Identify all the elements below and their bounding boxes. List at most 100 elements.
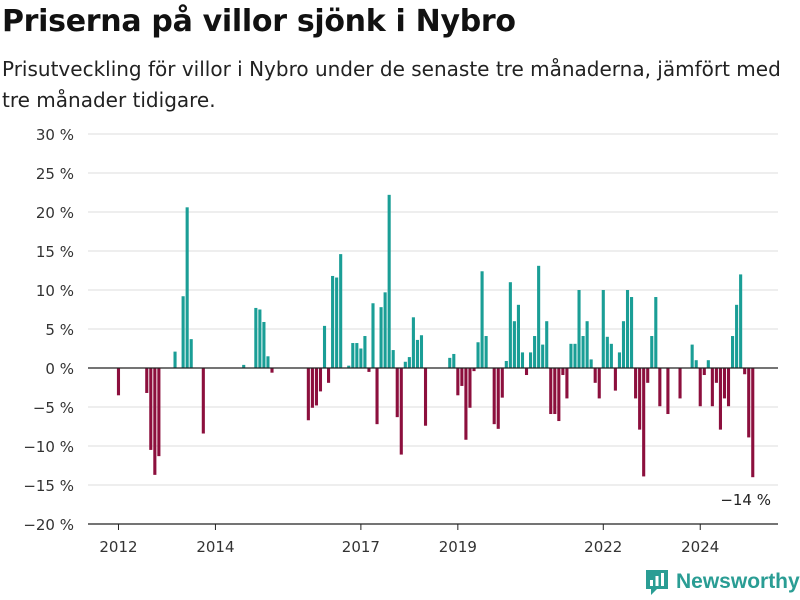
bar xyxy=(747,368,751,438)
bar xyxy=(423,368,428,426)
bar xyxy=(484,336,488,368)
bar xyxy=(642,368,646,477)
bar xyxy=(537,265,541,368)
bar xyxy=(585,321,589,368)
bar xyxy=(529,352,533,368)
bar xyxy=(545,321,549,368)
bar xyxy=(496,368,500,429)
bar xyxy=(609,343,613,368)
bar xyxy=(533,336,537,368)
x-axis-tick-labels: 2012 2014 2017 2019 2022 2024 xyxy=(99,524,719,556)
bar xyxy=(351,343,355,368)
bar xyxy=(625,290,630,368)
bar xyxy=(646,368,650,383)
bar xyxy=(630,297,634,368)
chart-subtitle: Prisutveckling för villor i Nybro under … xyxy=(2,57,781,112)
bar xyxy=(262,321,266,368)
bar xyxy=(339,254,343,368)
y-tick-label: 30 % xyxy=(36,126,74,144)
bar xyxy=(524,368,529,376)
bar xyxy=(145,368,149,393)
bar xyxy=(403,361,407,368)
bar xyxy=(242,364,246,368)
bar xyxy=(731,336,735,368)
bar xyxy=(157,368,161,457)
x-tick-label: 2012 xyxy=(99,538,137,556)
x-tick-label: 2017 xyxy=(342,538,380,556)
bar xyxy=(654,297,658,368)
bar xyxy=(739,274,743,368)
y-axis-tick-labels: 30 % 25 % 20 % 15 % 10 % 5 % 0 % −5 % −10 % −15 %… xyxy=(23,126,74,534)
bar xyxy=(395,368,399,418)
bar xyxy=(407,357,411,368)
bar xyxy=(613,368,617,391)
bar xyxy=(153,368,157,475)
y-tick-label: −10 % xyxy=(23,438,74,456)
bar xyxy=(464,368,468,440)
bar xyxy=(605,336,609,368)
bar xyxy=(476,342,480,368)
bar xyxy=(638,368,642,430)
bar xyxy=(577,290,581,368)
y-tick-label: −20 % xyxy=(23,516,74,534)
bar xyxy=(512,321,516,368)
bar xyxy=(601,290,605,368)
bar xyxy=(448,357,452,368)
bar xyxy=(419,335,424,368)
bar xyxy=(694,360,698,368)
last-value-annotation: −14 % xyxy=(720,491,771,509)
bar xyxy=(379,307,383,368)
bar xyxy=(201,368,205,434)
bar xyxy=(318,368,323,392)
bar xyxy=(690,344,694,368)
bar xyxy=(714,368,718,383)
y-tick-label: 15 % xyxy=(36,243,74,261)
bar xyxy=(266,356,270,368)
bar xyxy=(593,368,597,383)
y-tick-label: −15 % xyxy=(23,477,74,495)
bar xyxy=(573,343,577,368)
bar xyxy=(468,368,472,408)
bar xyxy=(557,368,561,422)
bar xyxy=(335,277,339,368)
bar xyxy=(310,368,314,408)
bar xyxy=(258,309,262,368)
bar xyxy=(706,360,710,368)
bar xyxy=(569,343,573,368)
bar xyxy=(561,368,565,376)
bar xyxy=(452,353,456,368)
newsworthy-logo-icon xyxy=(646,570,668,595)
bar xyxy=(658,368,662,407)
bar xyxy=(678,368,682,399)
bar xyxy=(456,368,460,396)
bar xyxy=(411,317,415,368)
x-tick-label: 2022 xyxy=(584,538,622,556)
bar xyxy=(363,336,367,368)
bar xyxy=(306,368,310,421)
bar xyxy=(371,303,375,368)
bar xyxy=(621,321,626,368)
bar xyxy=(387,194,391,368)
bar xyxy=(735,304,739,368)
bar xyxy=(367,368,371,372)
bar xyxy=(500,368,504,398)
bar xyxy=(516,304,520,368)
bar xyxy=(634,368,638,399)
bar xyxy=(173,351,177,368)
bar xyxy=(270,368,274,373)
bar xyxy=(650,336,654,368)
bar xyxy=(359,348,363,368)
bar xyxy=(480,271,484,368)
bar xyxy=(722,368,727,399)
bar xyxy=(520,352,525,368)
bar xyxy=(391,350,395,368)
bar xyxy=(726,368,731,407)
bar xyxy=(460,368,464,386)
x-tick-label: 2014 xyxy=(196,538,234,556)
grid-lines xyxy=(88,133,778,486)
y-tick-label: 25 % xyxy=(36,165,74,183)
bar xyxy=(702,368,706,376)
bar xyxy=(541,344,545,368)
bar xyxy=(751,368,755,478)
